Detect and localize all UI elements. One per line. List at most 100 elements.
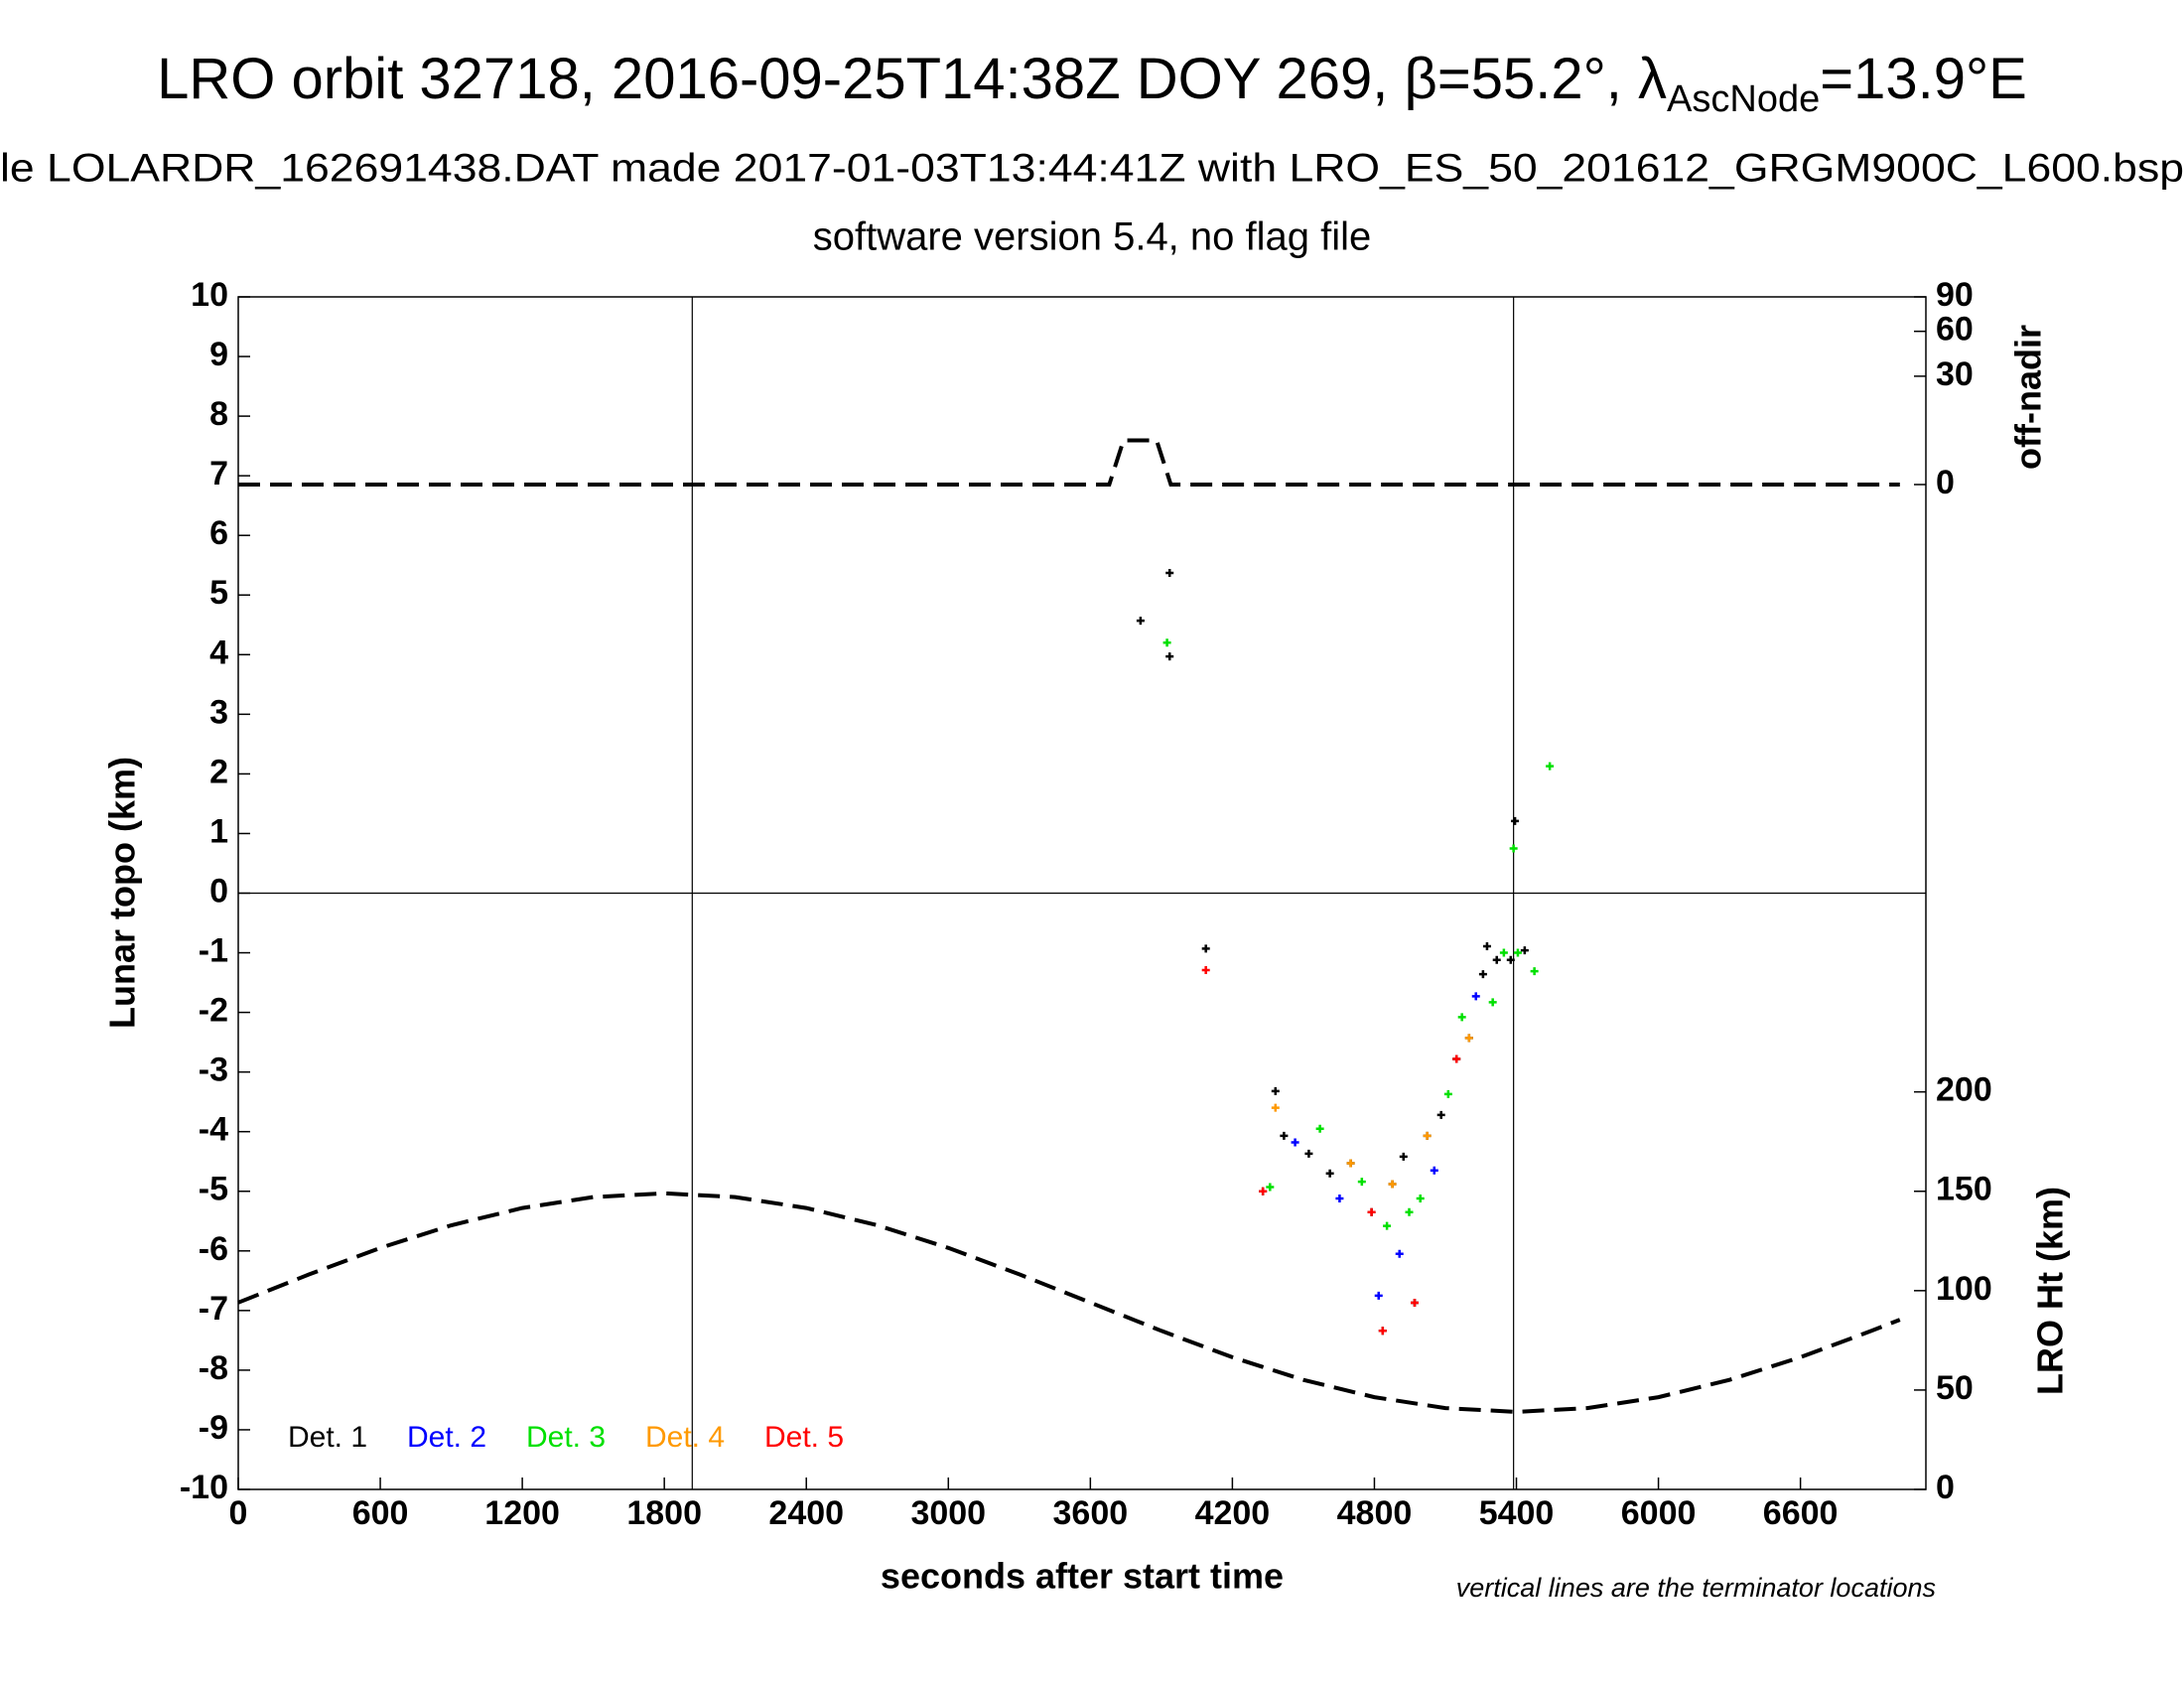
dashed-line: [237, 1191, 1901, 1414]
data-point: [1165, 652, 1174, 661]
y-tick-label: -4: [199, 1111, 228, 1149]
data-point: [1266, 1183, 1275, 1192]
x-tick-label: 1800: [626, 1494, 702, 1532]
data-point: [1509, 844, 1518, 853]
x-tick-label: 1200: [484, 1494, 560, 1532]
data-point: [1357, 1178, 1366, 1187]
x-tick-label: 3000: [910, 1494, 986, 1532]
x-tick-label: 3600: [1053, 1494, 1129, 1532]
legend-entry: Det. 5: [764, 1421, 844, 1454]
data-point: [1271, 1103, 1280, 1112]
data-point: [1430, 1166, 1438, 1175]
data-point: [1325, 1169, 1334, 1178]
data-point: [1530, 967, 1539, 976]
chart-subtitle-2: software version 5.4, no flag file: [813, 215, 1372, 259]
dashed-line: [238, 438, 1900, 487]
data-point: [1395, 1249, 1404, 1258]
x-tick-label: 4800: [1337, 1494, 1413, 1532]
data-point: [1405, 1207, 1414, 1216]
data-point: [1388, 1180, 1397, 1189]
data-point: [1162, 638, 1171, 647]
x-tick-label: 6000: [1621, 1494, 1697, 1532]
y2-tick-label: 50: [1936, 1369, 1974, 1407]
y-tick-label: 7: [209, 455, 228, 492]
data-point: [1464, 1034, 1473, 1043]
y3-tick-label: 0: [1936, 464, 1955, 501]
y-tick-label: -5: [199, 1171, 228, 1208]
y-tick-label: 9: [209, 336, 228, 373]
data-point: [1492, 955, 1501, 964]
data-point: [1423, 1131, 1432, 1140]
x-tick-label: 2400: [768, 1494, 844, 1532]
data-point: [1457, 1013, 1466, 1022]
data-point: [1259, 1187, 1268, 1196]
x-tick-label: 600: [352, 1494, 409, 1532]
legend-entry: Det. 1: [288, 1421, 367, 1454]
data-point: [1488, 998, 1497, 1007]
data-point: [1304, 1149, 1313, 1158]
data-point: [1201, 965, 1210, 974]
data-point: [1452, 1055, 1461, 1063]
y-tick-label: 3: [209, 693, 228, 731]
data-point: [1383, 1221, 1392, 1230]
y-tick-label: -7: [199, 1290, 228, 1328]
x-axis-label: seconds after start time: [881, 1556, 1284, 1597]
y2-tick-label: 150: [1936, 1171, 1992, 1208]
data-point: [1471, 992, 1480, 1001]
data-point: [1315, 1124, 1324, 1133]
chart-title: LRO orbit 32718, 2016-09-25T14:38Z DOY 2…: [157, 47, 2027, 120]
x-tick-label: 4200: [1195, 1494, 1271, 1532]
data-point: [1499, 948, 1508, 957]
y3-axis-label: off-nadir: [2008, 325, 2049, 470]
y2-tick-label: 200: [1936, 1071, 1992, 1109]
y-tick-label: 1: [209, 812, 228, 850]
y-tick-label: -8: [199, 1349, 228, 1387]
y-tick-label: 0: [209, 872, 228, 910]
data-point: [1201, 944, 1210, 953]
data-point: [1367, 1207, 1376, 1216]
y-tick-label: -9: [199, 1409, 228, 1447]
y-tick-label: -6: [199, 1230, 228, 1268]
data-point: [1399, 1152, 1408, 1161]
data-point: [1378, 1327, 1387, 1336]
chart-subtitle: le LOLARDR_162691438.DAT made 2017-01-03…: [0, 147, 2184, 191]
y-tick-label: 8: [209, 395, 228, 433]
data-point: [1506, 955, 1515, 964]
data-point: [1165, 569, 1174, 578]
title-main: LRO orbit 32718, 2016-09-25T14:38Z DOY 2…: [157, 47, 1667, 111]
data-point: [1374, 1291, 1383, 1300]
y-tick-label: -1: [199, 932, 228, 970]
y-tick-label: -3: [199, 1052, 228, 1089]
y2-axis-label: LRO Ht (km): [2030, 1187, 2071, 1395]
x-tick-label: 5400: [1479, 1494, 1555, 1532]
data-point: [1511, 816, 1520, 825]
data-point: [1271, 1086, 1280, 1095]
note: vertical lines are the terminator locati…: [1456, 1573, 1936, 1603]
y-tick-label: 10: [191, 276, 228, 314]
legend-entry: Det. 3: [526, 1421, 606, 1454]
data-point: [1436, 1110, 1445, 1119]
data-point: [1416, 1194, 1425, 1202]
legend-entry: Det. 2: [407, 1421, 486, 1454]
data-point: [1443, 1089, 1452, 1098]
y2-tick-label: 0: [1936, 1469, 1955, 1506]
y-tick-label: 4: [209, 633, 228, 671]
y3-tick-label: 90: [1936, 276, 1974, 314]
y-tick-label: 5: [209, 574, 228, 612]
data-point: [1346, 1159, 1355, 1168]
data-point: [1280, 1131, 1289, 1140]
data-point: [1335, 1194, 1344, 1202]
data-point: [1513, 948, 1522, 957]
y-tick-label: 2: [209, 753, 228, 790]
data-point: [1478, 970, 1487, 979]
y-axis-label: Lunar topo (km): [102, 757, 143, 1029]
data-point: [1410, 1299, 1419, 1308]
title-tail: =13.9°E: [1820, 47, 2027, 111]
x-tick-label: 0: [229, 1494, 248, 1532]
y3-tick-label: 30: [1936, 355, 1974, 393]
y-tick-label: -10: [180, 1469, 228, 1506]
data-point: [1291, 1138, 1299, 1147]
data-point: [1520, 946, 1529, 955]
y3-tick-label: 60: [1936, 311, 1974, 349]
